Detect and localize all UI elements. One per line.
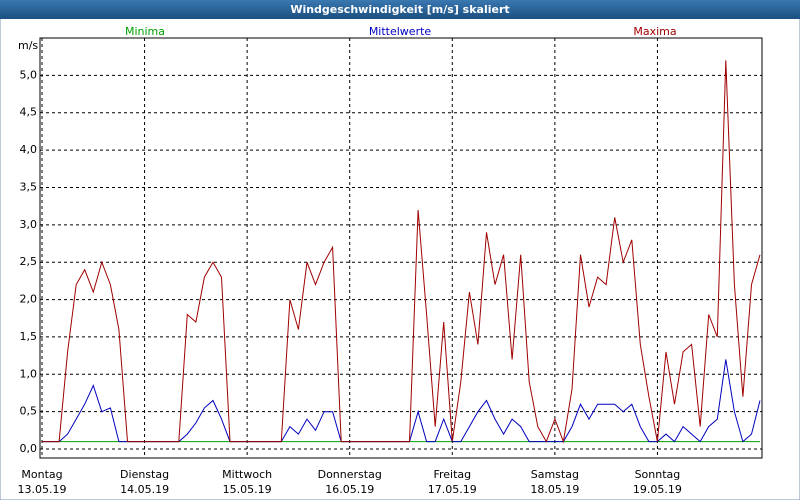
x-tick-date: 16.05.19 [325,483,374,496]
x-tick-label: Mittwoch [222,468,272,481]
y-tick-label: 2,0 [20,293,38,306]
y-tick-label: 1,5 [20,330,38,343]
y-tick-label: 0,5 [20,405,38,418]
x-tick-label: Sonntag [635,468,681,481]
legend-entry: Maxima [633,25,676,38]
legend-entry: Minima [125,25,165,38]
x-tick-label: Dienstag [120,468,169,481]
series-line [42,60,761,444]
x-tick-date: 19.05.19 [633,483,682,496]
legend-entry: Mittelwerte [369,25,432,38]
y-tick-label: 4,5 [20,106,38,119]
x-tick-label: Donnerstag [318,468,382,481]
x-tick-date: 13.05.19 [18,483,67,496]
y-tick-label: 2,5 [20,255,38,268]
title-bar [0,0,800,19]
x-tick-date: 17.05.19 [428,483,477,496]
y-tick-label: 5,0 [20,68,38,81]
x-tick-label: Samstag [531,468,579,481]
y-axis-label: m/s [18,39,38,52]
x-tick-label: Montag [21,468,62,481]
x-tick-label: Freitag [433,468,471,481]
y-tick-label: 1,0 [20,367,38,380]
chart-title: Windgeschwindigkeit [m/s] skaliert [290,3,509,16]
y-tick-label: 3,5 [20,180,38,193]
plot-frame [39,37,763,459]
x-tick-date: 14.05.19 [120,483,169,496]
y-tick-label: 3,0 [20,218,38,231]
y-tick-label: 4,0 [20,143,38,156]
y-tick-label: 0,0 [20,442,38,455]
x-tick-date: 18.05.19 [530,483,579,496]
x-tick-date: 15.05.19 [223,483,272,496]
